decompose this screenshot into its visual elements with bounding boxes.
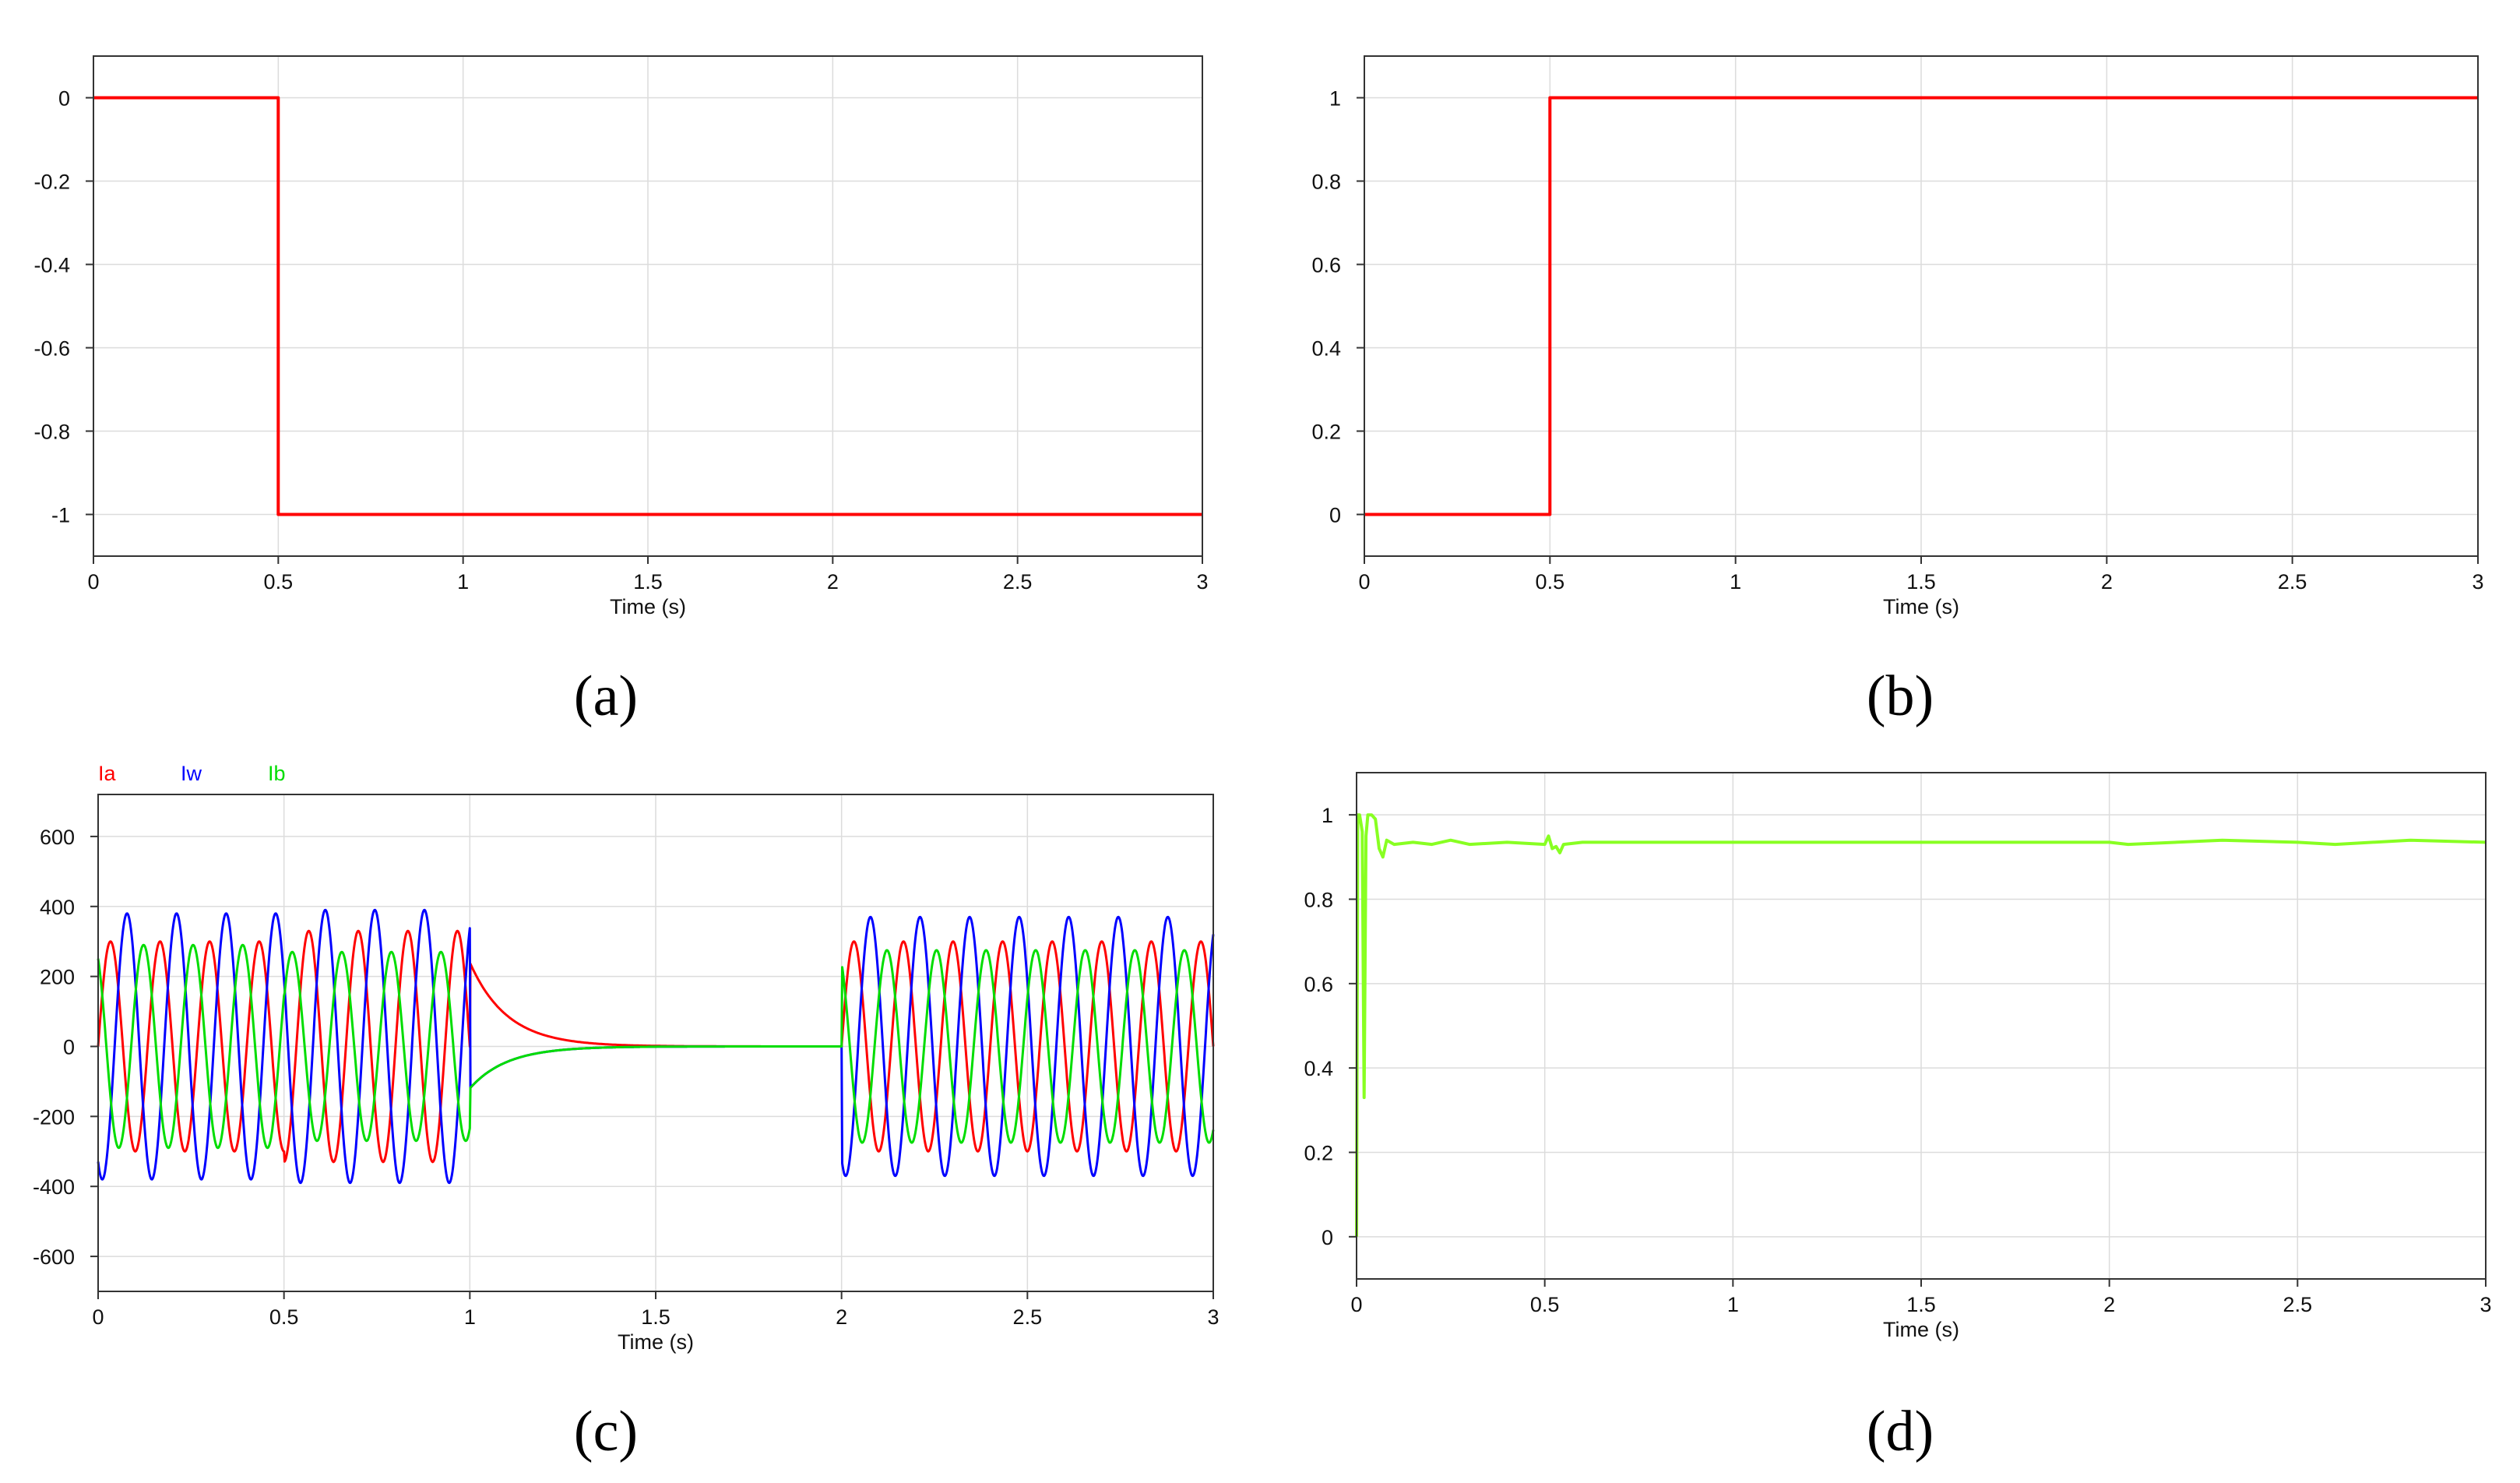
y-tick-label-b-4: 0.8 [1311, 171, 1341, 194]
y-tick-label-c-2: 200 [40, 966, 75, 989]
panel-label-d: (d) [1867, 1400, 1934, 1464]
x-tick-label-c-3: 1.5 [641, 1305, 670, 1329]
x-tick-label-c-4: 2 [836, 1305, 847, 1329]
series-line-b-0 [1364, 96, 2478, 516]
x-tick-label-c-5: 2.5 [1013, 1305, 1043, 1329]
x-tick-label-a-3: 1.5 [633, 570, 663, 594]
series-line-c-2 [97, 943, 1215, 1150]
x-tick-label-c-0: 0 [92, 1305, 104, 1329]
x-tick-label-b-6: 3 [2472, 570, 2483, 594]
x-tick-label-b-4: 2 [2101, 570, 2113, 594]
y-tick-label-c-4: -200 [33, 1105, 75, 1129]
y-tick-label-c-5: -400 [33, 1175, 75, 1199]
x-tick-label-b-2: 1 [1730, 570, 1741, 594]
x-tick-label-d-3: 1.5 [1906, 1293, 1936, 1316]
x-tick-label-b-0: 0 [1358, 570, 1370, 594]
panel-label-c: (c) [574, 1400, 638, 1464]
x-tick-label-d-0: 0 [1350, 1293, 1362, 1316]
y-tick-label-c-3: 0 [63, 1035, 75, 1059]
y-tick-label-b-3: 0.6 [1311, 254, 1341, 277]
y-tick-label-a-1: -0.2 [33, 171, 70, 194]
legend-entry-iw: Iw [181, 762, 202, 785]
x-tick-label-b-3: 1.5 [1906, 570, 1936, 594]
y-tick-label-a-2: -0.4 [33, 254, 70, 277]
y-tick-label-d-4: 0.2 [1304, 1142, 1333, 1165]
x-tick-label-c-6: 3 [1207, 1305, 1219, 1329]
chart-c: 0 0.5 1 1.5 2 2.5 3 600 400 200 0 -200 -400 -600 Time … [33, 762, 1220, 1354]
panel-label-a: (a) [574, 664, 638, 728]
x-tick-label-d-5: 2.5 [2283, 1293, 2313, 1316]
x-tick-label-a-0: 0 [87, 570, 99, 594]
y-tick-label-d-0: 1 [1322, 804, 1333, 827]
x-tick-label-a-4: 2 [827, 570, 839, 594]
y-tick-label-b-0: 0 [1329, 504, 1341, 527]
y-tick-label-a-5: -1 [51, 504, 70, 527]
y-tick-label-d-3: 0.4 [1304, 1057, 1333, 1080]
x-tick-label-b-1: 0.5 [1536, 570, 1565, 594]
x-tick-label-d-6: 3 [2480, 1293, 2491, 1316]
x-axis-label-c: Time (s) [618, 1330, 694, 1354]
y-tick-label-b-2: 0.4 [1311, 337, 1341, 361]
x-tick-label-a-1: 0.5 [264, 570, 294, 594]
y-tick-label-a-0: 0 [58, 87, 70, 111]
chart-d: 0 0.5 1 1.5 2 2.5 3 1 0.8 0.6 0.4 0.2 0 Time (s) [1304, 772, 2492, 1341]
legend-entry-ia: Ia [98, 762, 117, 785]
chart-b: 0 0.5 1 1.5 2 2.5 3 0 0.2 0.4 0.6 0.8 1 Time (s) [1311, 55, 2484, 618]
y-tick-label-b-5: 1 [1329, 87, 1341, 111]
y-tick-label-a-3: -0.6 [33, 337, 70, 361]
x-tick-label-b-5: 2.5 [2278, 570, 2307, 594]
x-tick-label-a-2: 1 [457, 570, 469, 594]
x-tick-label-c-2: 1 [464, 1305, 476, 1329]
y-tick-label-c-1: 400 [40, 896, 75, 919]
x-tick-label-d-4: 2 [2103, 1293, 2115, 1316]
chart-a: 0 0.5 1 1.5 2 2.5 3 0 -0.2 -0.4 -0.6 -0.8 -1 Time (s) [33, 55, 1209, 618]
y-tick-label-c-0: 600 [40, 826, 75, 849]
x-tick-label-d-2: 1 [1727, 1293, 1739, 1316]
y-tick-label-d-5: 0 [1322, 1226, 1333, 1249]
y-tick-label-c-6: -600 [33, 1245, 75, 1269]
x-axis-label-a: Time (s) [610, 595, 686, 618]
panel-label-b: (b) [1867, 664, 1934, 728]
x-tick-label-d-1: 0.5 [1530, 1293, 1560, 1316]
x-tick-label-c-1: 0.5 [269, 1305, 299, 1329]
x-axis-label-d: Time (s) [1883, 1318, 1959, 1341]
y-tick-label-b-1: 0.2 [1311, 421, 1341, 444]
legend-entry-ib: Ib [268, 762, 286, 785]
y-tick-label-a-4: -0.8 [33, 421, 70, 444]
x-axis-label-b: Time (s) [1883, 595, 1959, 618]
y-tick-label-d-1: 0.8 [1304, 889, 1333, 912]
x-tick-label-a-5: 2.5 [1003, 570, 1033, 594]
x-tick-label-a-6: 3 [1196, 570, 1208, 594]
y-tick-label-d-2: 0.6 [1304, 973, 1333, 996]
series-line-a-0 [93, 96, 1202, 516]
series-line-d-0 [1355, 813, 2487, 1237]
